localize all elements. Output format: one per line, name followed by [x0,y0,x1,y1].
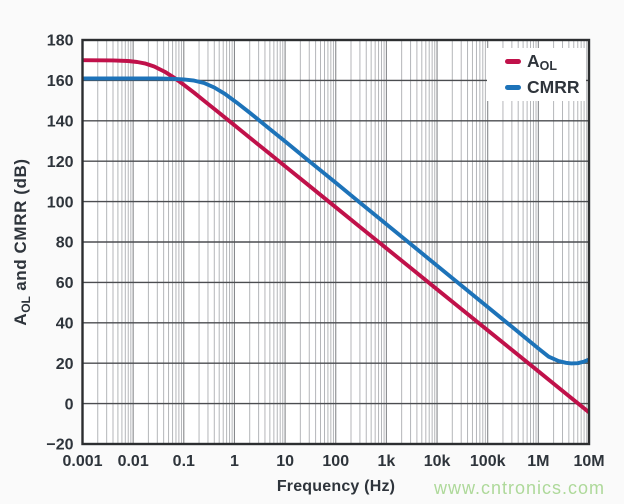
y-tick-label: 120 [47,154,74,171]
y-axis-title-part: and CMRR (dB) [11,158,30,297]
x-tick-label: 0.001 [62,453,102,470]
y-axis-title-text: AOL and CMRR (dB) [11,158,33,326]
y-tick-label: 140 [47,114,74,131]
x-tick-label: 100k [470,453,506,470]
x-tick-label: 1 [230,453,239,470]
x-tick-label: 1k [378,453,396,470]
series-group [82,58,589,414]
x-tick-labels: 0.001 0.01 0.1 1 10 100 1k 10k 100k 1M 10M [62,453,604,470]
curve-cmrr [82,76,589,366]
y-tick-label: −20 [46,437,73,454]
x-tick-label: 10M [573,453,604,470]
legend: AOL CMRR [487,48,586,101]
y-axis-title-subscript: OL [18,296,33,313]
y-tick-label: 40 [56,316,74,333]
legend-label-subscript: OL [539,58,557,73]
y-tick-label: 80 [56,235,74,252]
legend-item-aol: AOL [487,51,586,72]
x-tick-label: 10 [276,453,294,470]
x-tick-label: 1M [527,453,549,470]
legend-label-main: CMRR [527,76,580,97]
x-tick-label: 0.1 [173,453,195,470]
x-tick-label: 10k [424,453,451,470]
plot-border [81,38,591,446]
y-tick-labels: 180 160 140 120 100 80 60 40 20 0 −20 [46,33,73,454]
x-tick-label: 0.01 [118,453,149,470]
y-tick-label: 160 [47,73,74,90]
y-tick-label: 100 [47,194,74,211]
legend-dash-cmrr [505,85,521,90]
legend-item-cmrr: CMRR [487,77,586,98]
y-tick-label: 0 [65,396,74,413]
x-axis-title: Frequency (Hz) [276,478,396,495]
y-axis-title-part: A [11,312,30,326]
y-tick-label: 20 [56,356,74,373]
y-tick-label: 180 [47,33,74,50]
y-axis-title: AOL and CMRR (dB) [0,0,42,504]
legend-dash-aol [505,59,521,64]
y-tick-label: 60 [56,275,74,292]
legend-label-cmrr: CMRR [527,76,580,97]
watermark-text: www.cntronics.com [434,478,606,498]
legend-label-aol: AOL [527,50,557,73]
legend-label-main: A [527,50,540,71]
curve-aol [82,58,589,414]
x-tick-label: 100 [322,453,349,470]
